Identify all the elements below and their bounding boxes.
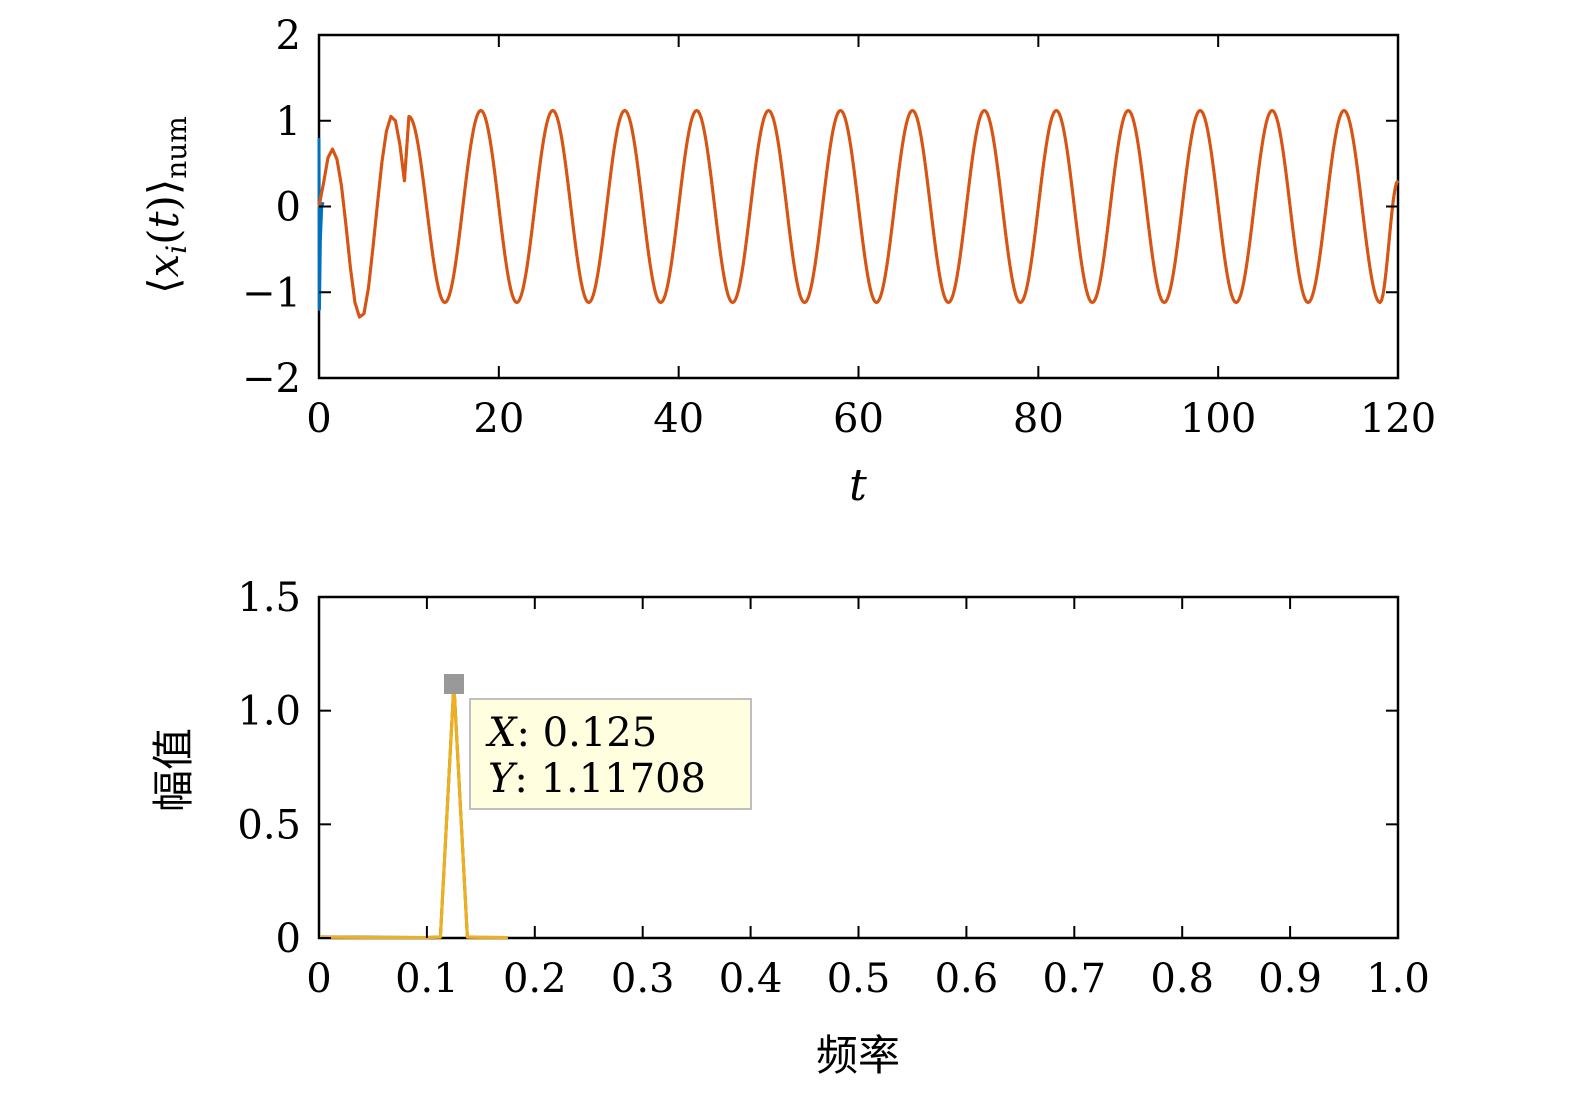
top-series-3 [317,108,1400,319]
top-x-tick-label: 80 [1013,396,1064,442]
top-y-ticks: −2 −1 0 1 2 [242,13,1398,402]
bottom-series-3 [318,682,508,940]
top-y-tick-label: 0 [276,185,301,231]
datatip-x: X: 0.125 [485,710,657,756]
top-x-tick-label: 120 [1360,396,1436,442]
bottom-x-tick-label: 0.6 [935,956,999,1002]
top-series-0 [317,137,325,311]
bottom-y-tick-label: 1.0 [237,689,301,735]
top-x-ticks: 0 20 40 60 80 100 120 [306,35,1436,442]
bottom-x-ticks: 0 0.1 0.2 0.3 0.4 0.5 0.6 0.7 0.8 0.9 1.0 [306,597,1430,1002]
bottom-x-tick-label: 1.0 [1366,956,1430,1002]
bottom-y-ticks: 0 0.5 1.0 1.5 [237,575,1398,962]
bottom-x-tick-label: 0.7 [1042,956,1106,1002]
bottom-y-tick-label: 1.5 [237,575,301,621]
top-y-axis-label: ⟨xi(t)⟩num [139,116,193,294]
bottom-x-axis-label: 频率 [816,1031,900,1080]
bottom-x-tick-label: 0.4 [719,956,783,1002]
top-x-tick-label: 20 [473,396,524,442]
top-plot-lines [317,108,1400,319]
bottom-y-axis-label: 幅值 [149,728,198,812]
bottom-x-tick-label: 0 [306,956,331,1002]
datatip-box [469,698,752,810]
bottom-plot: 0 0.1 0.2 0.3 0.4 0.5 0.6 0.7 0.8 0.9 1.0 0 0.5 1.0 1… [149,575,1430,1080]
top-y-tick-label: 2 [276,13,301,59]
top-x-tick-label: 40 [653,396,704,442]
bottom-x-tick-label: 0.3 [611,956,675,1002]
bottom-x-tick-label: 0.2 [503,956,567,1002]
top-y-tick-label: −2 [242,356,301,402]
datatip-y: Y: 1.11708 [488,756,706,802]
bottom-x-tick-label: 0.8 [1150,956,1214,1002]
top-plot: 0 20 40 60 80 100 120 −2 −1 0 1 2 t ⟨xi(t)⟩num [139,13,1436,511]
bottom-y-tick-label: 0 [276,916,301,962]
top-x-tick-label: 60 [833,396,884,442]
bottom-plot-lines [318,682,508,940]
top-y-tick-label: 1 [276,99,301,145]
datatip[interactable]: X: 0.125 Y: 1.11708 [444,674,752,810]
bottom-x-tick-label: 0.1 [395,956,459,1002]
top-x-axis-label: t [849,460,867,511]
top-x-tick-label: 100 [1180,396,1256,442]
bottom-y-tick-label: 0.5 [237,802,301,848]
bottom-x-tick-label: 0.5 [827,956,891,1002]
bottom-x-tick-label: 0.9 [1258,956,1322,1002]
datatip-marker [444,674,464,694]
top-x-tick-label: 0 [306,396,331,442]
svg-text:⟨xi(t)⟩num: ⟨xi(t)⟩num [139,116,193,294]
top-y-tick-label: −1 [242,270,301,316]
